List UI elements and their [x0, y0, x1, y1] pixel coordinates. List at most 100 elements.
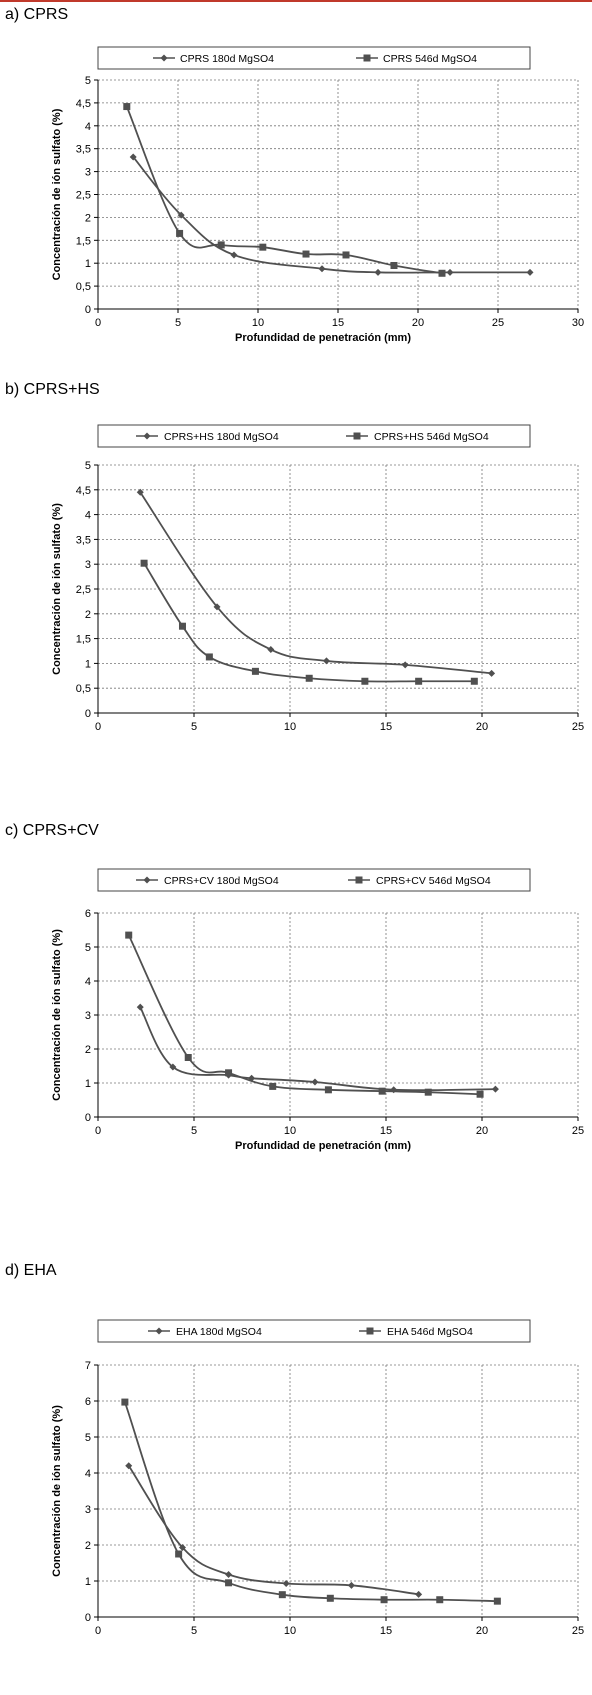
legend: CPRS+HS 180d MgSO4 CPRS+HS 546d MgSO4	[97, 424, 531, 448]
y-tick-label: 2	[85, 1044, 91, 1056]
legend-marker-1	[143, 876, 151, 884]
data-point	[176, 229, 184, 237]
grid	[98, 1364, 579, 1617]
y-tick-label: 4,5	[76, 485, 91, 497]
y-tick-label: 1	[85, 1078, 91, 1090]
y-tick-label: 4	[85, 1468, 91, 1480]
data-point	[213, 603, 221, 611]
data-point	[322, 657, 330, 665]
y-tick-label: 0	[85, 1612, 91, 1624]
data-point	[342, 251, 350, 259]
legend-label-1: CPRS 180d MgSO4	[180, 53, 274, 65]
y-tick-label: 4,5	[76, 98, 91, 110]
data-point	[415, 1590, 423, 1598]
data-point	[488, 669, 496, 677]
x-tick-label: 5	[191, 1125, 197, 1137]
y-tick-label: 0,5	[76, 281, 91, 293]
x-tick-label: 15	[380, 721, 392, 733]
data-point	[230, 251, 238, 259]
x-tick-label: 5	[191, 1625, 197, 1635]
legend: EHA 180d MgSO4 EHA 546d MgSO4	[97, 1319, 531, 1343]
data-point	[390, 1086, 398, 1094]
y-tick-label: 0	[85, 304, 91, 316]
y-tick-label: 6	[85, 908, 91, 920]
series-line-2	[124, 1401, 498, 1603]
x-axis-label: Profundidad de penetración (mm)	[235, 1140, 411, 1152]
y-tick-label: 5	[85, 75, 91, 87]
data-point	[374, 268, 382, 276]
legend-label-2: CPRS 546d MgSO4	[383, 53, 477, 65]
series-1	[136, 488, 496, 677]
chart-cprs-cv: CPRS+CV 180d MgSO4 CPRS+CV 546d MgSO4 0 1 2 3…	[51, 868, 584, 1152]
legend: CPRS 180d MgSO4 CPRS 546d MgSO4	[97, 46, 531, 70]
x-tick-label: 20	[476, 1625, 488, 1635]
y-tick-label: 4	[85, 510, 91, 522]
data-point	[476, 1090, 484, 1098]
data-point	[251, 667, 259, 675]
data-point	[225, 1571, 233, 1579]
data-point	[305, 674, 313, 682]
data-point	[446, 268, 454, 276]
legend-marker-1	[143, 432, 151, 440]
x-tick-label: 10	[284, 1625, 296, 1635]
y-tick-label: 5	[85, 1432, 91, 1444]
y-tick-label: 5	[85, 942, 91, 954]
data-point	[225, 1579, 233, 1587]
y-tick-label: 1	[85, 658, 91, 670]
series-1	[136, 1003, 499, 1094]
y-tick-label: 2	[85, 1540, 91, 1552]
data-point	[378, 1087, 386, 1095]
data-point	[436, 1596, 444, 1604]
data-point	[123, 103, 131, 111]
legend-label-2: CPRS+CV 546d MgSO4	[376, 875, 491, 887]
legend-marker-2	[355, 876, 363, 884]
data-point	[491, 1085, 499, 1093]
data-point	[390, 261, 398, 269]
data-point	[225, 1069, 233, 1077]
data-point	[470, 677, 478, 685]
y-tick-label: 3	[85, 167, 91, 179]
series-line-1	[132, 156, 530, 274]
series-line-1	[127, 1465, 419, 1596]
legend-marker-2	[363, 54, 371, 62]
x-tick-label: 25	[492, 317, 504, 329]
y-tick-label: 3	[85, 1504, 91, 1516]
data-point	[125, 1462, 133, 1470]
data-point	[125, 931, 133, 939]
legend-box	[97, 1319, 531, 1343]
legend-label-2: EHA 546d MgSO4	[387, 1326, 473, 1338]
data-point	[424, 1088, 432, 1096]
data-point	[526, 268, 534, 276]
series-2	[123, 103, 446, 277]
y-tick-label: 1	[85, 258, 91, 270]
legend-label-1: EHA 180d MgSO4	[176, 1326, 262, 1338]
y-tick-label: 4	[85, 976, 91, 988]
x-tick-label: 5	[191, 721, 197, 733]
legend-label-2: CPRS+HS 546d MgSO4	[374, 431, 489, 443]
chart-eha: EHA 180d MgSO4 EHA 546d MgSO4 0 1 2 3 4 5 6 7 0 5 10…	[51, 1319, 584, 1635]
legend: CPRS+CV 180d MgSO4 CPRS+CV 546d MgSO4	[97, 868, 531, 892]
y-tick-label: 2,5	[76, 190, 91, 202]
x-tick-label: 25	[572, 1125, 584, 1137]
y-axis-label: Concentración de ión sulfato (%)	[51, 929, 63, 1101]
panel-title-a: a) CPRS	[5, 6, 69, 23]
x-tick-label: 0	[95, 317, 101, 329]
y-tick-label: 1,5	[76, 235, 91, 247]
x-tick-label: 20	[476, 721, 488, 733]
y-axis-label: Concentración de ión sulfato (%)	[51, 108, 63, 280]
data-point	[136, 488, 144, 496]
data-point	[267, 646, 275, 654]
data-point	[311, 1078, 319, 1086]
legend-box	[97, 46, 531, 70]
y-tick-label: 3	[85, 1010, 91, 1022]
y-tick-label: 5	[85, 460, 91, 472]
data-point	[178, 1544, 186, 1552]
panel-title-c: c) CPRS+CV	[5, 822, 99, 839]
x-axis-label: Profundidad de penetración (mm)	[235, 332, 411, 344]
x-tick-label: 30	[572, 317, 584, 329]
data-point	[438, 269, 446, 277]
x-tick-label: 15	[380, 1125, 392, 1137]
data-point	[205, 653, 213, 661]
chart-cprs-hs: CPRS+HS 180d MgSO4 CPRS+HS 546d MgSO4 0 0,5…	[51, 424, 584, 733]
data-point	[302, 250, 310, 258]
